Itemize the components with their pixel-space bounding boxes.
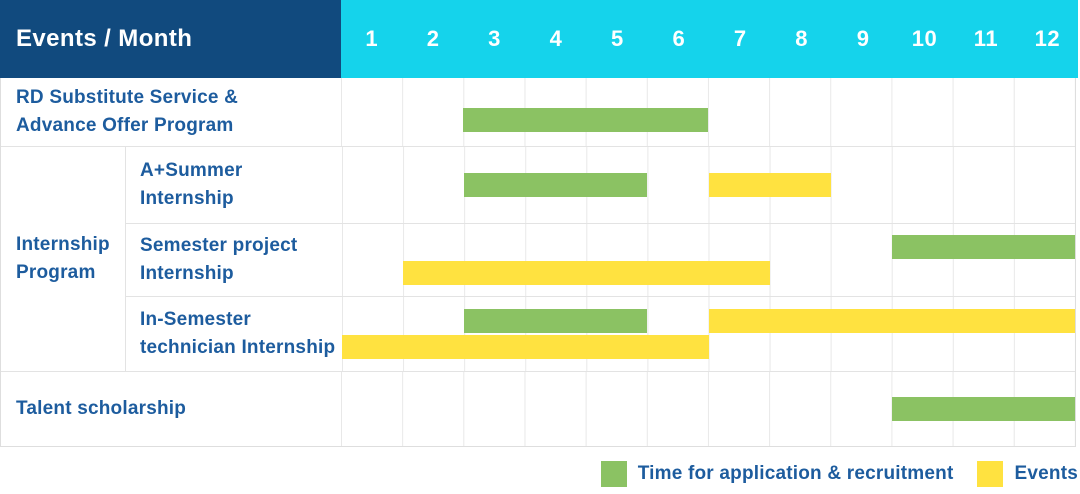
recruitment-bar	[464, 173, 648, 197]
month-label-7: 7	[733, 26, 747, 51]
row-label-line: Semester project	[140, 235, 298, 256]
gantt-lane-semester-project	[342, 224, 1075, 296]
month-label-9: 9	[856, 26, 870, 51]
recruitment-bar	[891, 235, 1075, 259]
events-bar	[708, 309, 1075, 333]
month-label-5: 5	[611, 26, 624, 51]
month-label-4: 4	[549, 26, 563, 51]
legend-label-events: Events	[1014, 463, 1078, 484]
gantt-lane-rd-substitute-service	[341, 78, 1075, 146]
recruitment-bar	[464, 309, 648, 333]
table-body: RD Substitute Service & Advance Offer Pr…	[0, 78, 1076, 447]
row-label-line: Internship	[140, 188, 234, 209]
events-bar	[708, 173, 831, 197]
table-row-a-plus-summer: A+Summer Internship	[126, 147, 1075, 223]
row-label-line: RD Substitute Service &	[16, 87, 239, 108]
events-month-header-cell: Events / Month	[0, 0, 341, 78]
row-label-line: technician Internship	[140, 337, 336, 358]
table-row-semester-project: Semester project Internship	[126, 223, 1075, 296]
table-header-row: Events / Month 1 2 3 4 5 6 7 8 9 10 11 12	[0, 0, 1078, 78]
row-label-a-plus-summer: A+Summer Internship	[126, 147, 342, 223]
gantt-lane-in-semester-technician	[342, 297, 1075, 371]
row-label-line: In-Semester	[140, 309, 251, 330]
gantt-lane-talent-scholarship	[341, 372, 1075, 446]
month-label-12: 12	[1034, 26, 1061, 51]
recruitment-bar	[891, 397, 1075, 421]
table-row-rd-substitute-service: RD Substitute Service & Advance Offer Pr…	[1, 78, 1075, 147]
legend-item-events: Events	[977, 461, 1078, 487]
group-label-internship-program: Internship Program	[1, 147, 125, 371]
month-label-10: 10	[911, 26, 938, 51]
group-label-line: Program	[16, 262, 96, 283]
month-label-3: 3	[488, 26, 501, 51]
row-label-line: A+Summer	[140, 160, 243, 181]
month-label-6: 6	[672, 26, 686, 51]
events-bar	[403, 261, 770, 285]
table-row-in-semester-technician: In-Semester technician Internship	[126, 296, 1075, 371]
gantt-lane-a-plus-summer	[342, 147, 1075, 223]
row-label-in-semester-technician: In-Semester technician Internship	[126, 297, 342, 371]
month-label-11: 11	[973, 26, 999, 51]
row-label-semester-project: Semester project Internship	[126, 224, 342, 296]
month-label-1: 1	[365, 26, 379, 51]
internship-program-group: Internship Program A+Summer Internship S…	[1, 147, 1075, 372]
legend-item-recruitment: Time for application & recruitment	[600, 461, 954, 487]
month-label-2: 2	[426, 26, 440, 51]
events-month-header-label: Events / Month	[16, 25, 193, 52]
row-label-line: Internship	[140, 263, 234, 284]
internship-program-subrows: A+Summer Internship Semester project Int…	[125, 147, 1075, 371]
row-label-line: Advance Offer Program	[16, 115, 234, 136]
legend: Time for application & recruitment Event…	[0, 461, 1078, 487]
events-bar	[342, 335, 709, 359]
row-label-line: Talent scholarship	[16, 398, 187, 419]
recruitment-bar	[463, 108, 708, 132]
table-row-talent-scholarship: Talent scholarship	[1, 372, 1075, 446]
group-label-line: Internship	[16, 234, 110, 255]
month-label-8: 8	[795, 26, 809, 51]
events-color-swatch	[977, 461, 1004, 487]
month-header-row: 1 2 3 4 5 6 7 8 9 10 11 12	[341, 0, 1078, 78]
legend-label-recruitment: Time for application & recruitment	[637, 463, 954, 484]
recruitment-color-swatch	[600, 461, 627, 487]
row-label-rd-substitute-service: RD Substitute Service & Advance Offer Pr…	[1, 78, 341, 146]
row-label-talent-scholarship: Talent scholarship	[1, 372, 341, 446]
